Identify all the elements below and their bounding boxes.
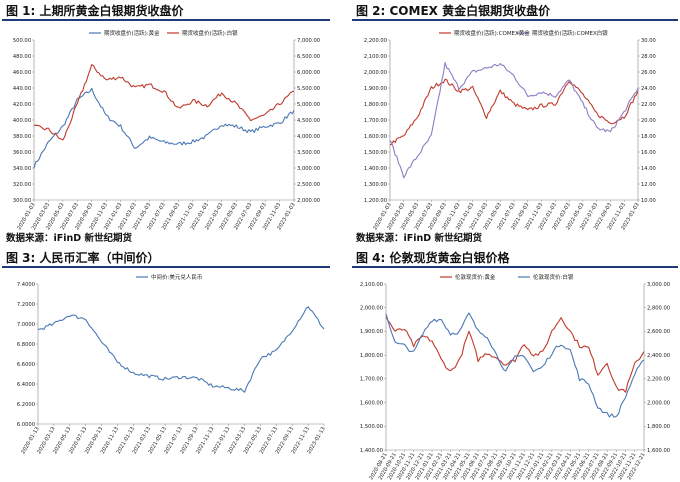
chart-1-legend-label: 期货收盘价(活跃):白银 <box>182 29 238 37</box>
chart-2-y-tick-label: 2,100.00 <box>364 54 387 60</box>
chart-2-y2-tick-label: 12.00 <box>641 182 656 188</box>
chart-4-y-tick-label: 2,000.00 <box>360 306 383 312</box>
chart-4-y2-tick-label: 2,600.00 <box>647 329 670 335</box>
chart-2-y-tick-label: 1,900.00 <box>364 86 387 92</box>
chart-3-y-tick-label: 6.4000 <box>17 382 35 388</box>
chart-1-y-tick-label: 380.00 <box>13 134 31 140</box>
chart-2-y2-tick-label: 28.00 <box>641 54 656 60</box>
chart-2-series-2-line <box>389 62 639 179</box>
chart-3-title-rule <box>2 266 330 268</box>
chart-1-title: 图 1: 上期所黄金白银期货收盘价 <box>6 4 184 18</box>
chart-1-y-tick-label: 300.00 <box>13 198 31 204</box>
chart-1-y2-tick-label: 6,500.00 <box>297 54 320 60</box>
chart-2-y-tick-label: 1,600.00 <box>364 134 387 140</box>
chart-2-title-rule <box>352 19 678 21</box>
chart-4-y2-tick-label: 2,200.00 <box>647 377 670 383</box>
chart-1-y-tick-label: 480.00 <box>13 54 31 60</box>
chart-4-y-tick-label: 1,500.00 <box>360 424 383 430</box>
chart-3-title: 图 3: 人民币汇率（中间价） <box>6 251 160 265</box>
chart-2-title: 图 2: COMEX 黄金白银期货收盘价 <box>356 4 551 18</box>
chart-1-y-tick-label: 440.00 <box>13 86 31 92</box>
chart-3-y-tick-label: 7.4000 <box>17 282 35 288</box>
chart-4-y-tick-label: 1,700.00 <box>360 377 383 383</box>
chart-1-y2-tick-label: 5,000.00 <box>297 102 320 108</box>
chart-1-y-tick-label: 420.00 <box>13 102 31 108</box>
chart-2-y2-tick-label: 22.00 <box>641 102 656 108</box>
chart-4-y-tick-label: 1,900.00 <box>360 329 383 335</box>
chart-4-series-1-line <box>385 316 645 393</box>
chart-2-y2-tick-label: 18.00 <box>641 134 656 140</box>
chart-2-y-tick-label: 1,300.00 <box>364 182 387 188</box>
chart-1-y2-tick-label: 4,000.00 <box>297 134 320 140</box>
chart-1-series-2-line <box>33 64 295 141</box>
chart-3-y-tick-label: 7.2000 <box>17 302 35 308</box>
chart-4-title-rule <box>352 266 678 268</box>
chart-2-series-1-line <box>389 78 639 146</box>
chart-1-title-rule <box>2 19 330 21</box>
chart-1-y-tick-label: 320.00 <box>13 182 31 188</box>
chart-2-y-tick-label: 1,200.00 <box>364 198 387 204</box>
chart-1-legend-label: 期货收盘价(活跃):黄金 <box>104 29 160 37</box>
chart-3-legend-label: 中间价:美元兑人民币 <box>151 273 203 281</box>
chart-4-y-tick-label: 1,600.00 <box>360 400 383 406</box>
chart-2-legend-label: 期货收盘价(活跃):COMEX白银 <box>532 29 608 37</box>
chart-2-legend-label: 期货收盘价(活跃):COMEX黄金 <box>454 29 530 37</box>
chart-2-y-tick-label: 1,800.00 <box>364 102 387 108</box>
chart-4-y2-tick-label: 2,000.00 <box>647 400 670 406</box>
chart-2-source: 数据来源：iFinD 新世纪期货 <box>356 233 482 244</box>
chart-3 <box>36 276 325 426</box>
chart-4-y-tick-label: 1,800.00 <box>360 353 383 359</box>
chart-3-y-tick-label: 7.0000 <box>17 322 35 328</box>
chart-2-y-tick-label: 1,500.00 <box>364 150 387 156</box>
chart-3-y-tick-label: 6.6000 <box>17 362 35 368</box>
chart-3-y-tick-label: 6.0000 <box>17 422 35 428</box>
chart-2-y2-tick-label: 16.00 <box>641 150 656 156</box>
chart-1-y2-tick-label: 5,500.00 <box>297 86 320 92</box>
chart-1-y2-tick-label: 2,500.00 <box>297 182 320 188</box>
chart-2-y2-tick-label: 14.00 <box>641 166 656 172</box>
chart-4 <box>384 276 646 452</box>
chart-2 <box>388 32 640 202</box>
chart-1-y2-tick-label: 3,500.00 <box>297 150 320 156</box>
chart-1-y-tick-label: 400.00 <box>13 118 31 124</box>
chart-2-y2-tick-label: 30.00 <box>641 38 656 44</box>
chart-1-y2-tick-label: 4,500.00 <box>297 118 320 124</box>
chart-4-y-tick-label: 2,100.00 <box>360 282 383 288</box>
chart-2-y2-tick-label: 10.00 <box>641 198 656 204</box>
chart-1-y-tick-label: 360.00 <box>13 150 31 156</box>
chart-3-y-tick-label: 6.2000 <box>17 402 35 408</box>
chart-1-y-tick-label: 500.00 <box>13 38 31 44</box>
chart-2-y-tick-label: 2,000.00 <box>364 70 387 76</box>
chart-2-y2-tick-label: 26.00 <box>641 70 656 76</box>
chart-4-legend-label: 伦敦现货价:白银 <box>533 273 574 281</box>
chart-1-series-1-line <box>33 87 295 169</box>
chart-2-y-tick-label: 1,400.00 <box>364 166 387 172</box>
chart-4-y2-tick-label: 1,600.00 <box>647 448 670 454</box>
chart-4-y2-tick-label: 2,800.00 <box>647 306 670 312</box>
chart-4-y2-tick-label: 2,400.00 <box>647 353 670 359</box>
chart-3-y-tick-label: 6.8000 <box>17 342 35 348</box>
chart-4-y2-tick-label: 3,000.00 <box>647 282 670 288</box>
chart-4-series-2-line <box>385 312 645 418</box>
chart-1-source: 数据来源：iFinD 新世纪期货 <box>6 233 132 244</box>
chart-1-y2-tick-label: 3,000.00 <box>297 166 320 172</box>
chart-1 <box>32 32 296 202</box>
chart-2-y-tick-label: 1,700.00 <box>364 118 387 124</box>
chart-4-legend-label: 伦敦现货价:黄金 <box>455 273 496 281</box>
chart-2-y-tick-label: 2,200.00 <box>364 38 387 44</box>
chart-3-series-1-line <box>37 306 325 393</box>
chart-4-title: 图 4: 伦敦现货黄金白银价格 <box>356 251 510 265</box>
chart-2-y2-tick-label: 24.00 <box>641 86 656 92</box>
chart-1-y2-tick-label: 6,000.00 <box>297 70 320 76</box>
chart-4-y2-tick-label: 1,800.00 <box>647 424 670 430</box>
chart-1-y-tick-label: 460.00 <box>13 70 31 76</box>
chart-1-y-tick-label: 340.00 <box>13 166 31 172</box>
chart-2-y2-tick-label: 20.00 <box>641 118 656 124</box>
chart-4-y-tick-label: 1,400.00 <box>360 448 383 454</box>
chart-1-y2-tick-label: 7,000.00 <box>297 38 320 44</box>
chart-1-y2-tick-label: 2,000.00 <box>297 198 320 204</box>
